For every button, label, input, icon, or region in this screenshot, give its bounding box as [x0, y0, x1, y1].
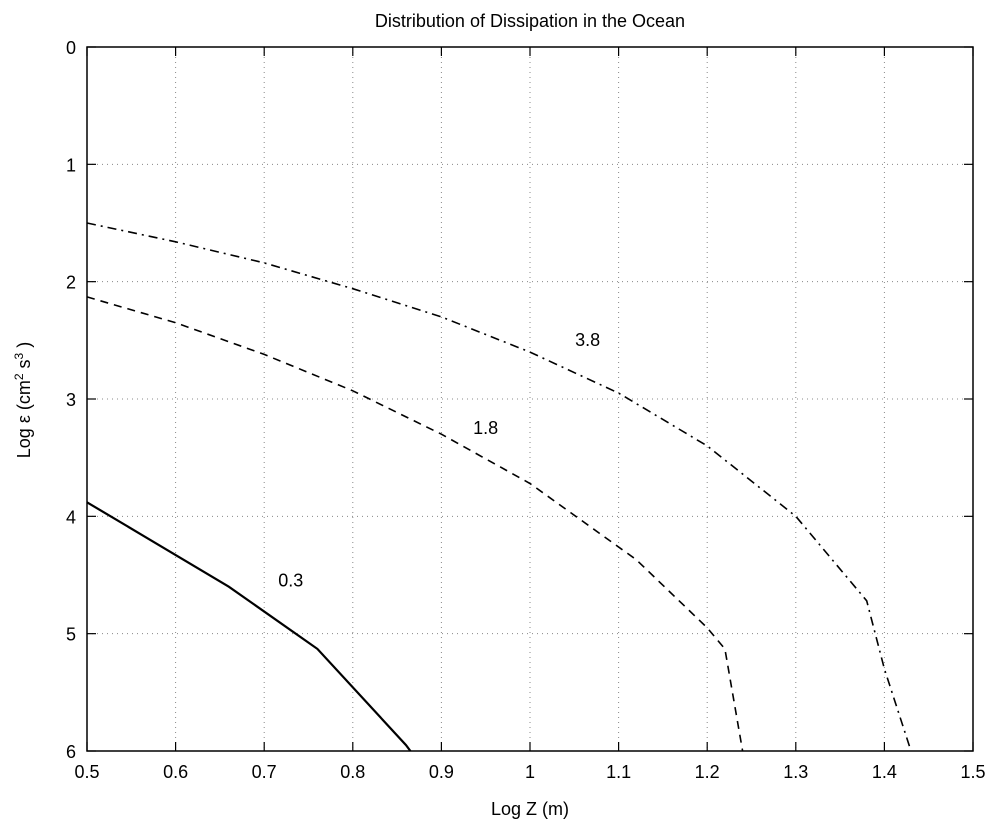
series-line-0-3	[86, 501, 412, 752]
series-label-0-3: 0.3	[278, 571, 303, 591]
x-tick-label: 0.9	[429, 762, 454, 782]
series-line-3-8	[86, 222, 912, 752]
x-tick-label: 0.8	[340, 762, 365, 782]
y-axis-label-end: )	[14, 342, 34, 353]
y-tick-label: 2	[66, 273, 76, 293]
x-axis-label: Log Z (m)	[491, 799, 569, 819]
x-tick-label: 0.6	[163, 762, 188, 782]
x-tick-label: 1.1	[606, 762, 631, 782]
x-tick-label: 1.2	[695, 762, 720, 782]
x-tick-labels: 0.5 0.6 0.7 0.8 0.9 1 1.1 1.2 1.3 1.4 1.5	[74, 762, 985, 782]
y-tick-labels: 0 1 2 3 4 5 6	[66, 38, 76, 762]
y-tick-label: 3	[66, 390, 76, 410]
y-axis-label-mid: s	[14, 359, 34, 373]
y-axis-label-sup2: 3	[12, 352, 26, 359]
x-tick-label: 1.5	[960, 762, 985, 782]
series-label-1-8: 1.8	[473, 418, 498, 438]
x-tick-label: 1	[525, 762, 535, 782]
y-axis-label-main: Log ε (cm	[14, 380, 34, 458]
y-tick-label: 6	[66, 742, 76, 762]
y-tick-label: 5	[66, 625, 76, 645]
y-tick-label: 1	[66, 155, 76, 175]
series-label-3-8: 3.8	[575, 330, 600, 350]
y-tick-label: 0	[66, 38, 76, 58]
y-axis-label-sup1: 2	[12, 373, 26, 380]
y-tick-label: 4	[66, 507, 76, 527]
data-series: 0.3 1.8 3.8	[86, 222, 912, 752]
y-axis-label: Log ε (cm2 s3 )	[12, 342, 34, 458]
series-line-1-8	[86, 296, 744, 752]
grid-lines	[87, 47, 973, 751]
x-tick-label: 0.5	[74, 762, 99, 782]
x-tick-label: 1.3	[783, 762, 808, 782]
axis-ticks	[86, 46, 974, 752]
x-tick-label: 1.4	[872, 762, 897, 782]
x-tick-label: 0.7	[252, 762, 277, 782]
chart-title: Distribution of Dissipation in the Ocean	[375, 11, 685, 31]
